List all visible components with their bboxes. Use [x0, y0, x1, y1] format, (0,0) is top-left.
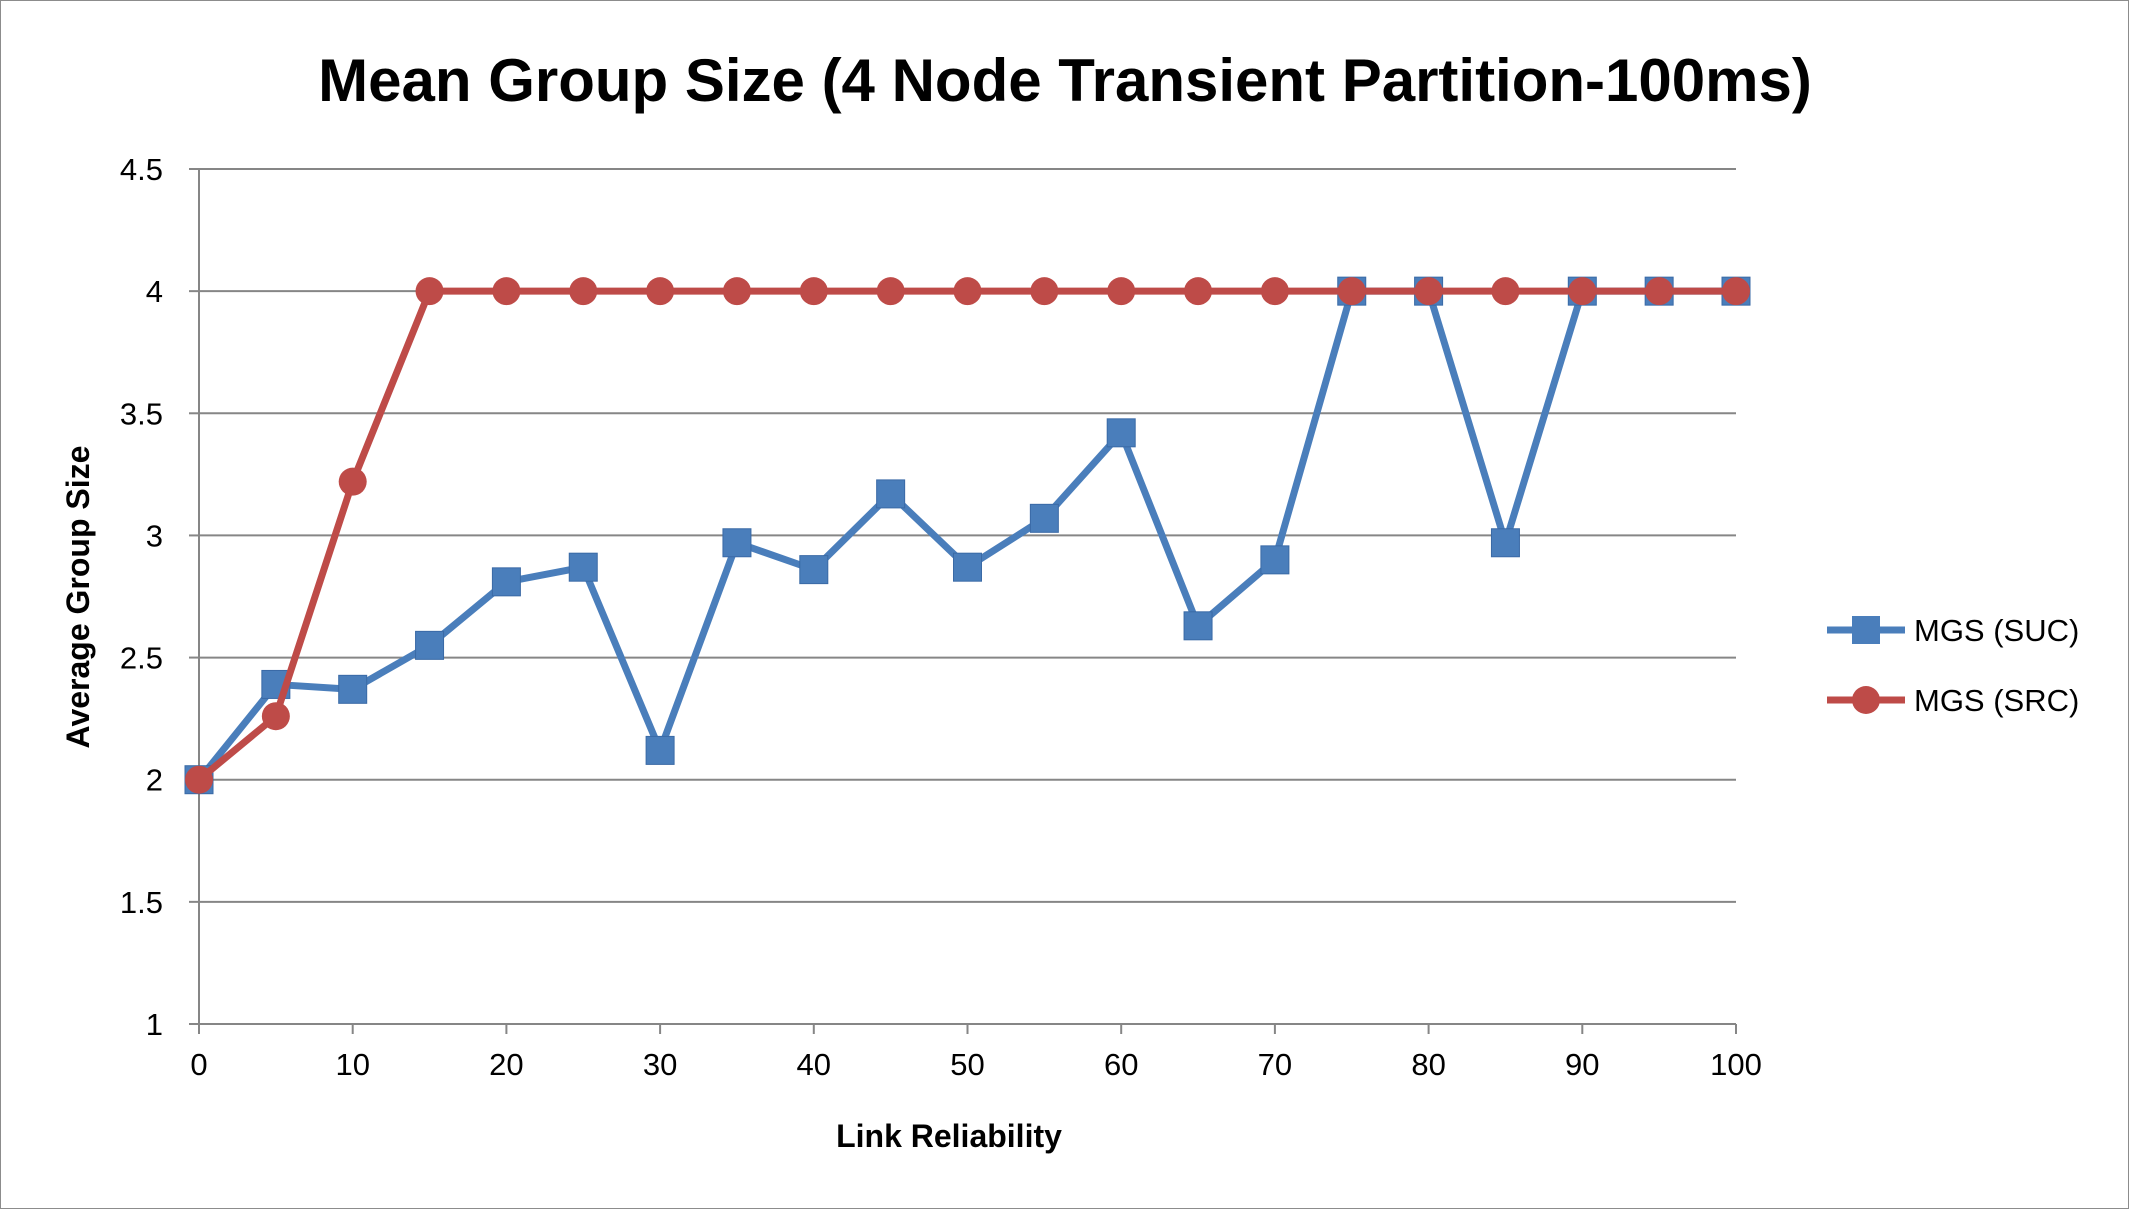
data-point-square [1106, 418, 1136, 448]
data-point-square [876, 479, 906, 509]
y-tick-label: 3 [146, 518, 163, 553]
plot-series [184, 276, 1751, 795]
y-axis-title: Average Group Size [60, 446, 96, 749]
data-point-square [1029, 503, 1059, 533]
data-point-circle [1568, 277, 1597, 306]
data-point-square [568, 552, 598, 582]
x-tick-label: 70 [1258, 1047, 1292, 1082]
data-point-circle [1414, 277, 1443, 306]
data-point-circle [1107, 277, 1136, 306]
y-tick-label: 4.5 [120, 152, 163, 187]
legend-label: MGS (SUC) [1914, 613, 2079, 648]
x-tick-label: 20 [489, 1047, 523, 1082]
data-point-square [953, 552, 982, 582]
data-point-circle [1184, 277, 1213, 306]
y-tick-label: 2.5 [120, 641, 163, 676]
legend-label: MGS (SRC) [1914, 683, 2079, 718]
data-point-circle [1645, 277, 1674, 306]
data-point-circle [953, 277, 982, 306]
legend-item-0: MGS (SUC) [1827, 613, 2079, 648]
axes [189, 168, 1737, 1034]
x-tick-label: 40 [797, 1047, 831, 1082]
x-tick-label: 60 [1104, 1047, 1138, 1082]
data-point-circle [1491, 277, 1520, 306]
legend-marker-square [1852, 616, 1880, 644]
legend: MGS (SUC) MGS (SRC) [1827, 613, 2079, 718]
data-point-circle [876, 277, 905, 306]
data-point-circle [415, 277, 444, 306]
x-tick-label: 90 [1565, 1047, 1599, 1082]
data-point-circle [185, 765, 213, 794]
data-point-square [722, 528, 752, 558]
y-tick-label: 1 [146, 1007, 163, 1042]
x-tick-label: 30 [643, 1047, 677, 1082]
data-point-square [1260, 545, 1290, 575]
data-point-square [645, 735, 675, 765]
data-point-square [1490, 528, 1520, 558]
x-tick-labels: 0 10 20 30 40 50 60 70 80 90 100 [190, 1047, 1761, 1082]
series-0 [184, 276, 1751, 795]
legend-item-1: MGS (SRC) [1827, 683, 2079, 718]
data-point-circle [569, 277, 598, 306]
x-tick-label: 50 [950, 1047, 984, 1082]
chart-title: Mean Group Size (4 Node Transient Partit… [318, 47, 1812, 114]
x-tick-label: 100 [1710, 1047, 1762, 1082]
data-point-circle [261, 702, 290, 731]
data-point-circle [1337, 277, 1366, 306]
data-point-square [491, 567, 521, 597]
data-point-circle [1030, 277, 1059, 306]
x-tick-label: 0 [190, 1047, 207, 1082]
x-tick-label: 10 [335, 1047, 369, 1082]
data-point-circle [492, 277, 521, 306]
y-tick-label: 4 [146, 274, 163, 309]
data-point-square [338, 674, 368, 704]
data-point-circle [799, 277, 828, 306]
y-tick-label: 1.5 [120, 885, 163, 920]
x-tick-label: 80 [1411, 1047, 1445, 1082]
y-tick-label: 3.5 [120, 396, 163, 431]
x-axis-title: Link Reliability [836, 1118, 1062, 1154]
data-point-square [799, 555, 829, 585]
data-point-circle [1722, 277, 1750, 306]
y-tick-labels: 1 1.5 2 2.5 3 3.5 4 4.5 [120, 152, 163, 1042]
series-1 [185, 277, 1750, 794]
data-point-circle [722, 277, 751, 306]
data-point-circle [646, 277, 675, 306]
data-point-circle [338, 467, 367, 496]
y-tick-label: 2 [146, 763, 163, 798]
data-point-circle [1260, 277, 1289, 306]
data-point-square [415, 630, 445, 660]
legend-marker-circle [1852, 686, 1880, 714]
data-point-square [1183, 611, 1213, 641]
